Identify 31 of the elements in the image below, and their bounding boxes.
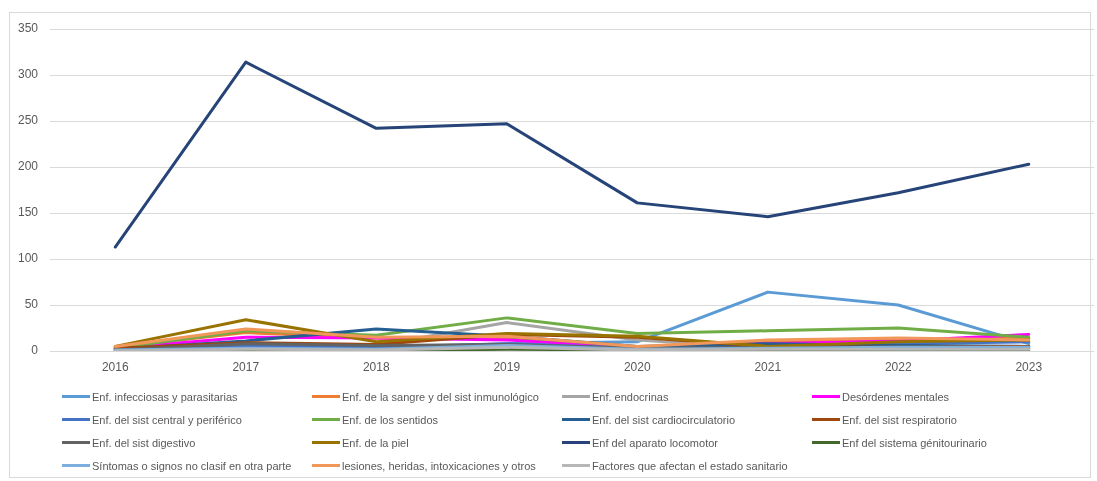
y-tick-label: 250 — [17, 113, 39, 128]
x-tick-label: 2017 — [232, 359, 260, 374]
legend-label: Enf. de la sangre y del sist inmunológico — [342, 390, 539, 403]
legend-label: Enf. infecciosas y parasitarias — [92, 390, 238, 403]
x-tick-label: 2019 — [493, 359, 521, 374]
legend-label: Enf. del sist respiratorio — [842, 413, 957, 426]
legend-label: Enf. del sist digestivo — [92, 436, 196, 449]
x-tick-label: 2016 — [101, 359, 129, 374]
legend-label: Síntomas o signos no clasif en otra parte — [92, 459, 292, 472]
x-tick-label: 2021 — [754, 359, 782, 374]
y-tick-label: 200 — [17, 159, 39, 174]
legend-label: lesiones, heridas, intoxicaciones y otros — [342, 459, 536, 472]
x-tick-label: 2020 — [623, 359, 651, 374]
legend-label: Enf. endocrinas — [592, 390, 669, 403]
y-tick-label: 350 — [17, 21, 39, 36]
y-tick-label: 0 — [31, 343, 39, 358]
x-tick-label: 2023 — [1015, 359, 1043, 374]
legend-label: Factores que afectan el estado sanitario — [592, 459, 788, 472]
legend-label: Enf. del sist cardiocirculatorio — [592, 413, 736, 426]
y-tick-label: 300 — [17, 67, 39, 82]
y-tick-label: 50 — [24, 297, 39, 312]
legend-label: Enf del aparato locomotor — [592, 436, 718, 449]
legend-label: Desórdenes mentales — [842, 390, 950, 403]
legend-label: Enf. del sist central y periférico — [92, 413, 242, 426]
legend-label: Enf. de la piel — [342, 436, 409, 449]
x-tick-label: 2022 — [884, 359, 912, 374]
legend-label: Enf. de los sentidos — [342, 413, 439, 426]
y-tick-label: 150 — [17, 205, 39, 220]
y-tick-label: 100 — [17, 251, 39, 266]
legend-label: Enf del sistema génitourinario — [842, 436, 987, 449]
x-tick-label: 2018 — [362, 359, 390, 374]
